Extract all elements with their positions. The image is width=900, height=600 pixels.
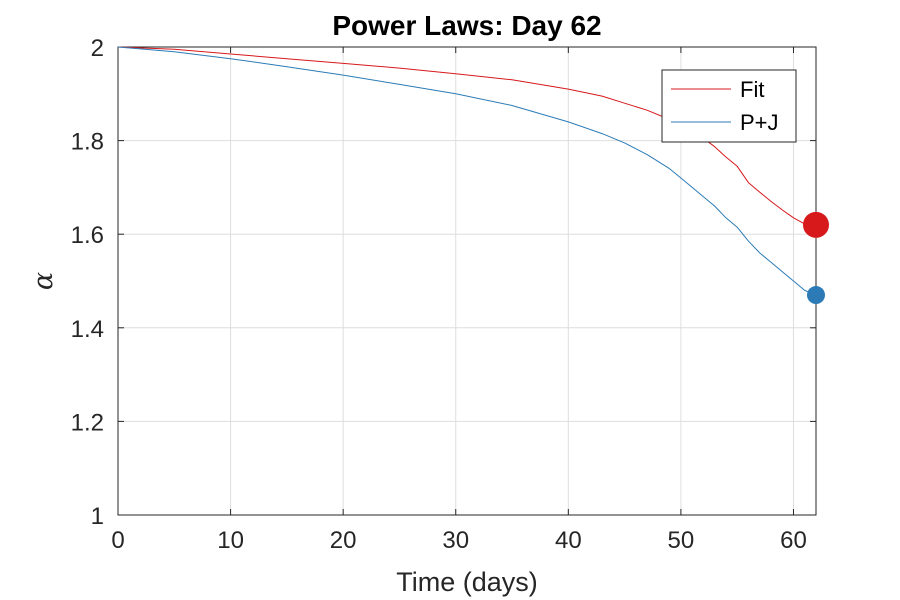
x-axis-label: Time (days) (396, 567, 538, 597)
legend-label: P+J (740, 110, 779, 135)
x-tick-label: 0 (111, 527, 124, 554)
series-line-p-j (117, 46, 817, 296)
legend-label: Fit (740, 77, 764, 102)
chart-title: Power Laws: Day 62 (332, 10, 601, 41)
y-tick-label: 1.2 (71, 409, 104, 436)
x-tick-label: 40 (555, 527, 582, 554)
x-tick-label: 10 (217, 527, 244, 554)
end-marker-p-j (807, 286, 825, 305)
axis-ticks: 0 10 20 30 40 50 60 1 1.2 1.4 1.6 1.8 2 (71, 35, 816, 554)
x-tick-label: 60 (780, 527, 807, 554)
x-tick-label: 20 (330, 527, 357, 554)
legend: Fit P+J (661, 69, 797, 143)
y-axis-label: α (28, 272, 59, 290)
y-tick-label: 1.6 (71, 222, 104, 249)
y-tick-label: 1.4 (71, 316, 104, 343)
end-marker-fit (803, 211, 829, 238)
end-markers (803, 211, 829, 305)
x-tick-label: 50 (668, 527, 695, 554)
y-tick-label: 1 (91, 503, 104, 530)
y-tick-label: 2 (91, 35, 104, 62)
y-tick-label: 1.8 (71, 129, 104, 156)
plot-area-frame (117, 46, 817, 516)
x-tick-label: 30 (442, 527, 469, 554)
legend-box (661, 69, 797, 143)
